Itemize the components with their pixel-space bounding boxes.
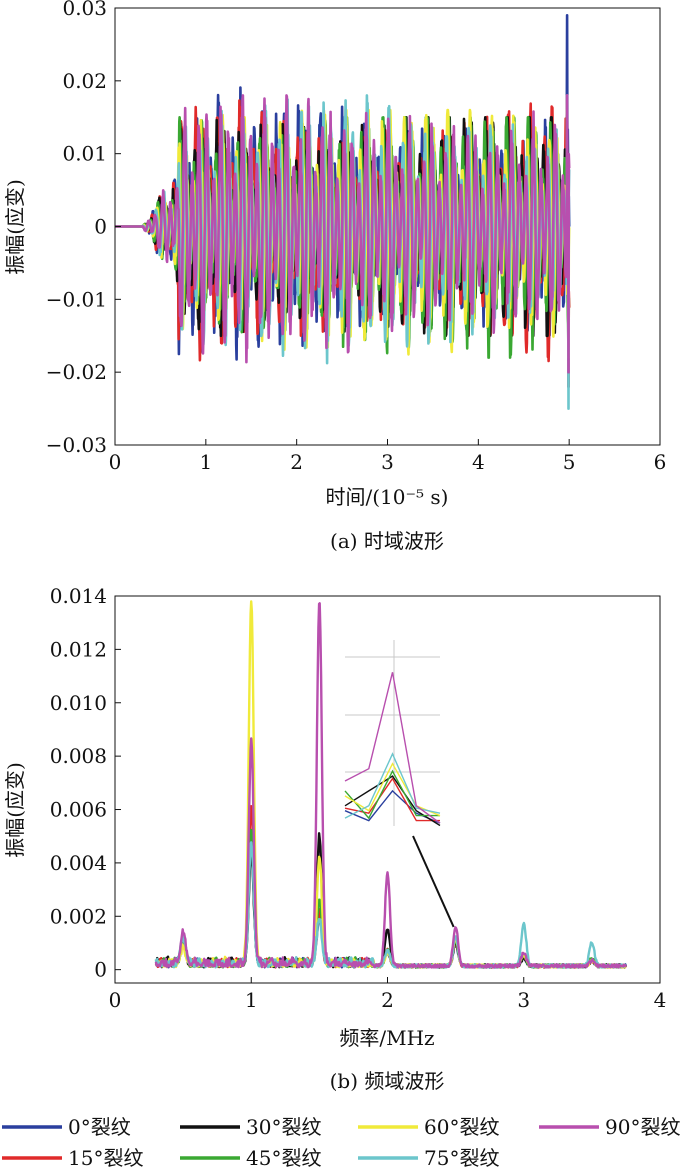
y-tick-label: 0.010	[50, 691, 107, 715]
inset-series-75°裂纹	[344, 752, 441, 819]
legend-item: 45°裂纹	[180, 1146, 321, 1170]
x-tick-label: 1	[199, 450, 212, 474]
x-tick-label: 3	[517, 988, 530, 1012]
y-tick-label: 0.012	[50, 637, 107, 661]
y-tick-label: 0.01	[62, 142, 107, 166]
x-tick-label: 1	[245, 988, 258, 1012]
inset-series-60°裂纹	[344, 762, 441, 817]
legend-label: 30°裂纹	[246, 1115, 321, 1139]
time-domain-chart: 0 1 2 3 4 5 6 −0.03 −0.02 −0.01 0 0.01 0.02 0.03 时间/…	[3, 0, 666, 553]
y-tick-label: 0	[94, 958, 107, 982]
inset-series-90°裂纹	[344, 672, 441, 824]
inset-series-45°裂纹	[344, 769, 440, 820]
y-tick-label: 0.004	[50, 851, 107, 875]
x-tick-label: 4	[654, 988, 667, 1012]
frequency-domain-chart: 0 1 2 3 4 0 0.002 0.004 0.006 0.008 0.010 0.012 0.0…	[3, 584, 666, 1093]
inset-series-0°裂纹	[344, 789, 441, 824]
y-tick-label: 0.006	[50, 798, 107, 822]
time-domain-panel-label: (a) 时域波形	[330, 529, 444, 553]
frequency-domain-panel-label: (b) 频域波形	[330, 1069, 445, 1093]
legend: 0°裂纹 30°裂纹 60°裂纹 90°裂纹 15°裂纹 45°裂纹 75°裂纹	[2, 1115, 680, 1170]
time-domain-plot-area	[114, 14, 571, 410]
y-tick-label: 0.02	[62, 69, 107, 93]
x-tick-label: 4	[472, 450, 485, 474]
freq-series-90°裂纹	[154, 602, 627, 969]
frequency-domain-x-axis-label: 频率/MHz	[339, 1026, 434, 1050]
x-tick-label: 2	[381, 988, 394, 1012]
legend-label: 75°裂纹	[424, 1146, 499, 1170]
time-domain-x-ticks: 0 1 2 3 4 5 6	[109, 439, 667, 474]
legend-label: 60°裂纹	[424, 1115, 499, 1139]
frequency-domain-plot-frame	[114, 595, 661, 984]
legend-item: 90°裂纹	[539, 1115, 680, 1139]
frequency-domain-y-ticks: 0 0.002 0.004 0.006 0.008 0.010 0.012 0.014	[50, 584, 121, 982]
x-tick-label: 0	[109, 450, 122, 474]
y-tick-label: 0.03	[62, 0, 107, 20]
x-tick-label: 0	[109, 988, 122, 1012]
time-domain-y-axis-label: 振幅(应变)	[3, 179, 27, 275]
y-tick-label: 0	[94, 215, 107, 239]
y-tick-label: −0.01	[46, 287, 107, 311]
y-tick-label: −0.02	[46, 360, 107, 384]
y-tick-label: −0.03	[46, 433, 107, 457]
inset-series-30°裂纹	[344, 775, 441, 827]
legend-item: 30°裂纹	[180, 1115, 321, 1139]
time-domain-x-axis-label: 时间/(10⁻⁵ s)	[326, 485, 449, 509]
frequency-domain-x-ticks: 0 1 2 3 4	[109, 977, 667, 1012]
legend-label: 90°裂纹	[605, 1115, 680, 1139]
inset-series-15°裂纹	[344, 777, 440, 822]
time-domain-y-ticks: −0.03 −0.02 −0.01 0 0.01 0.02 0.03	[46, 0, 121, 457]
x-tick-label: 3	[381, 450, 394, 474]
inset-pointer-line	[412, 835, 455, 928]
legend-item: 75°裂纹	[358, 1146, 499, 1170]
y-tick-label: 0.002	[50, 904, 107, 928]
legend-item: 60°裂纹	[358, 1115, 499, 1139]
x-tick-label: 5	[563, 450, 576, 474]
x-tick-label: 6	[654, 450, 667, 474]
legend-item: 15°裂纹	[2, 1146, 143, 1170]
frequency-domain-plot-area	[154, 600, 628, 969]
frequency-domain-inset	[344, 640, 455, 928]
y-tick-label: 0.008	[50, 744, 107, 768]
time-series-90°裂纹	[114, 94, 571, 374]
y-tick-label: 0.014	[50, 584, 107, 608]
legend-label: 15°裂纹	[68, 1146, 143, 1170]
legend-item: 0°裂纹	[2, 1115, 131, 1139]
x-tick-label: 2	[290, 450, 303, 474]
frequency-domain-y-axis-label: 振幅(应变)	[3, 762, 27, 858]
legend-label: 0°裂纹	[68, 1115, 131, 1139]
legend-label: 45°裂纹	[246, 1146, 321, 1170]
